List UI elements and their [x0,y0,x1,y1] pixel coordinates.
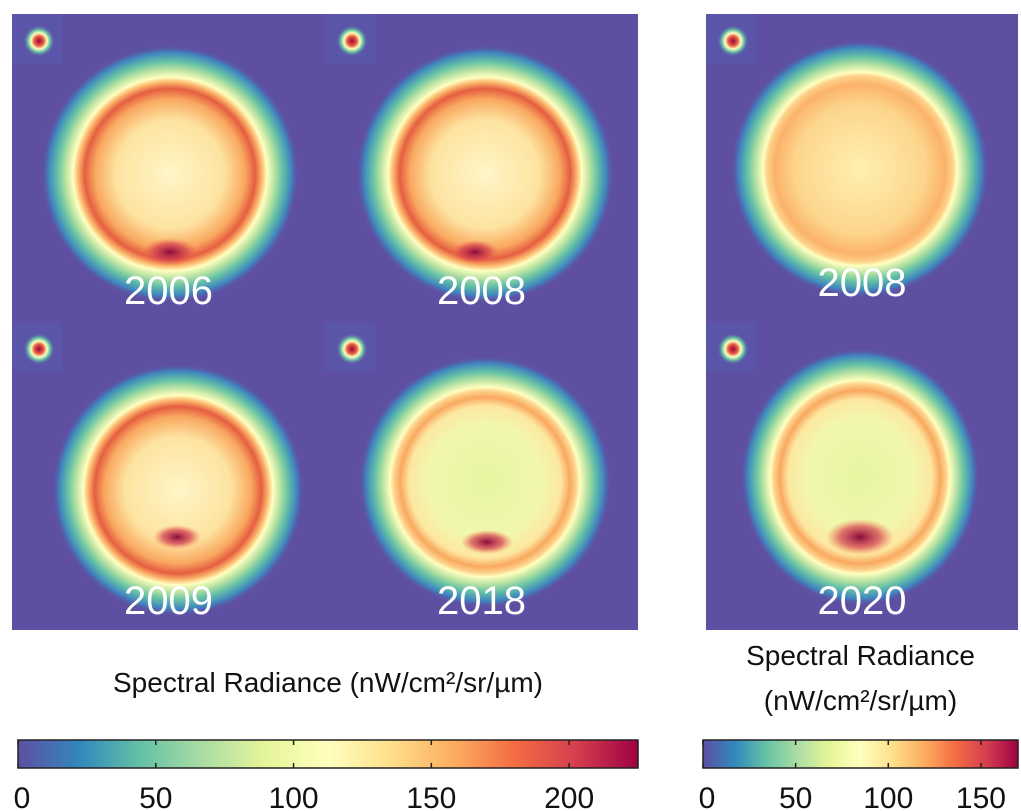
colorbar-title: Spectral Radiance [746,640,975,671]
colorbar-title: Spectral Radiance (nW/cm²/sr/µm) [113,667,543,698]
tick-label: 0 [699,782,716,811]
image-panel: 2018 [325,322,638,630]
tick-label: 150 [406,782,456,811]
tick-label: 150 [956,782,1006,811]
tick-label: 100 [269,782,319,811]
colorbar [702,739,1019,769]
image-panel: 2020 [706,322,1018,630]
year-label: 2006 [124,269,213,313]
reference-star [717,25,749,57]
year-label: 2009 [124,579,213,623]
planet-disk [740,347,980,607]
tick-label: 100 [863,782,913,811]
planet-disk [355,44,615,304]
polar-spot [461,530,513,554]
reference-star [336,25,368,57]
tick-label: 200 [544,782,594,811]
planet-disk [51,363,305,617]
image-panel: 2008 [325,14,638,322]
reference-star [336,333,368,365]
polar-spot [826,519,894,555]
reference-star [23,25,55,57]
year-label: 2018 [437,579,526,623]
planet-disk [730,39,990,299]
image-panel: 2006 [12,14,325,322]
image-panel: 2008 [706,14,1018,322]
polar-spot [153,525,201,549]
colorbar [17,739,639,769]
reference-star [23,333,55,365]
year-label: 2008 [818,261,907,305]
image-panel: 2009 [12,322,325,630]
colorbar-title: (nW/cm²/sr/µm) [764,685,957,716]
tick-label: 50 [139,782,172,811]
polar-spot [451,240,499,264]
tick-label: 0 [14,782,31,811]
planet-disk [358,355,612,609]
year-label: 2008 [437,269,526,313]
reference-star [717,333,749,365]
tick-label: 50 [779,782,812,811]
polar-spot [142,238,198,266]
year-label: 2020 [818,579,907,623]
planet-disk [40,44,300,304]
